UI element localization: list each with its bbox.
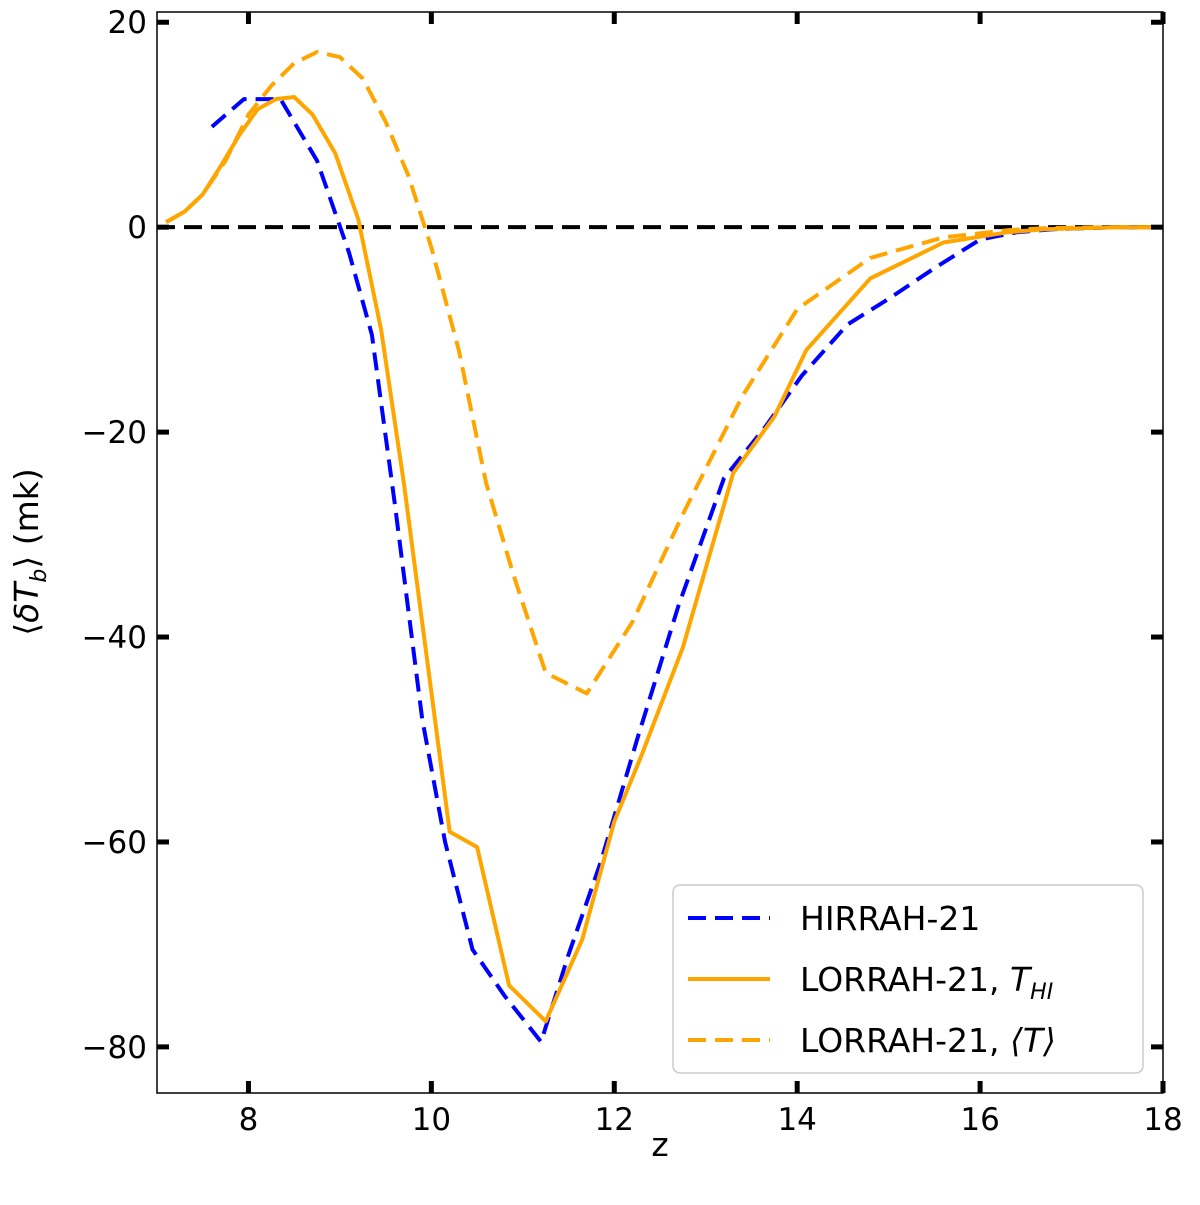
x-tick-label: 12 — [595, 1102, 634, 1138]
series-line-0 — [210, 97, 1163, 1044]
x-axis-label: z — [651, 1125, 668, 1164]
y-tick-label: −40 — [82, 620, 147, 656]
legend-box — [672, 884, 1144, 1074]
y-tick-label: −60 — [82, 825, 147, 861]
tick-layer: 8 10 12 14 16 18 20 0 −20 −40 −60 −80 — [82, 5, 1183, 1138]
legend-label-lorrah-thi: LORRAH-21, THI — [800, 960, 1053, 1005]
legend-label-hirrah: HIRRAH-21 — [800, 899, 980, 938]
x-tick-label: 14 — [777, 1102, 816, 1138]
y-tick-label: −80 — [82, 1030, 147, 1066]
y-tick-label: −20 — [82, 415, 147, 451]
legend-label-lorrah-t: LORRAH-21, ⟨T⟩ — [800, 1021, 1056, 1060]
y-tick-label: 0 — [127, 210, 147, 246]
x-tick-label: 8 — [239, 1102, 259, 1138]
legend: HIRRAH-21 LORRAH-21, THI LORRAH-21, ⟨T⟩ — [672, 884, 1144, 1074]
series-line-1 — [165, 95, 1163, 1024]
plot-frame — [156, 11, 1164, 1094]
y-axis-label: ⟨δTb⟩ (mk) — [7, 468, 52, 636]
y-tick-label: 20 — [108, 5, 147, 41]
series-line-2 — [165, 50, 1163, 696]
series-layer — [165, 50, 1163, 1044]
x-tick-label: 10 — [412, 1102, 451, 1138]
x-tick-label: 18 — [1143, 1102, 1182, 1138]
x-tick-label: 16 — [960, 1102, 999, 1138]
